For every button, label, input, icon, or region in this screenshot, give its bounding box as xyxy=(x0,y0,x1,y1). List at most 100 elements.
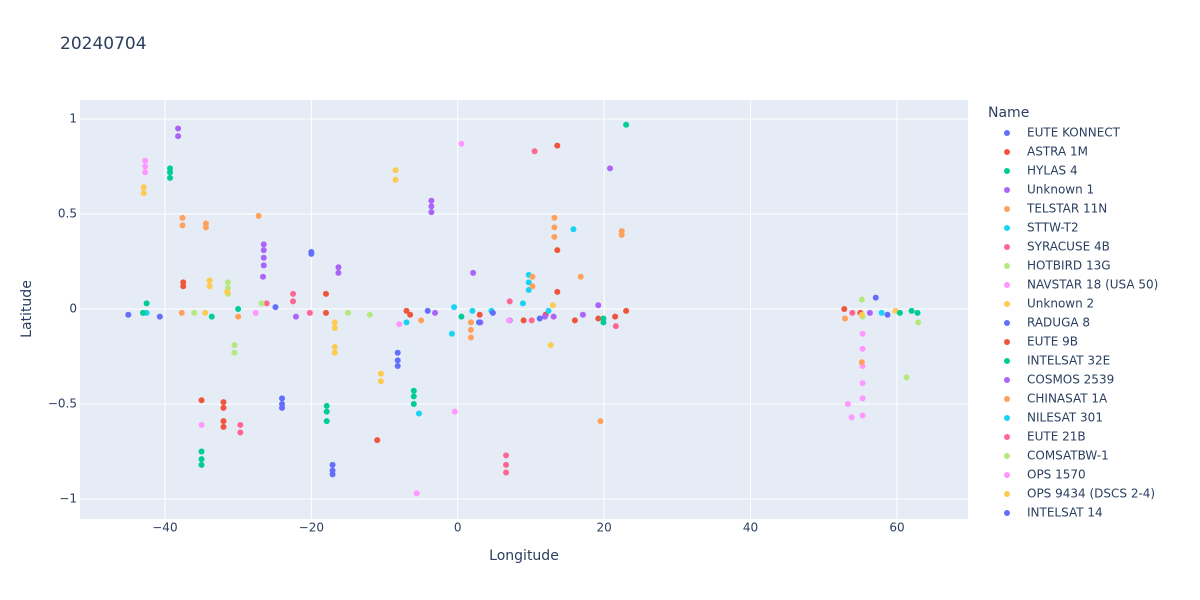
legend-label: TELSTAR 11N xyxy=(1026,202,1107,216)
point xyxy=(235,306,242,313)
legend-item[interactable]: HOTBIRD 13G xyxy=(1004,259,1111,273)
legend-item[interactable]: INTELSAT 14 xyxy=(1004,506,1103,520)
legend-item[interactable]: TELSTAR 11N xyxy=(1004,202,1107,216)
legend-marker xyxy=(1004,434,1010,440)
point xyxy=(178,309,185,316)
legend-label: ASTRA 1M xyxy=(1027,145,1088,159)
legend-item[interactable]: NILESAT 301 xyxy=(1004,411,1103,425)
point xyxy=(323,418,330,425)
legend-item[interactable]: Unknown 2 xyxy=(1004,297,1094,311)
legend-label: INTELSAT 14 xyxy=(1027,506,1103,520)
point xyxy=(884,311,891,318)
legend-marker xyxy=(1004,301,1010,307)
point xyxy=(260,262,267,269)
legend-label: CHINASAT 1A xyxy=(1027,392,1108,406)
point xyxy=(858,296,865,303)
point xyxy=(394,357,401,364)
legend-item[interactable]: SYRACUSE 4B xyxy=(1004,240,1110,254)
point xyxy=(842,315,849,322)
point xyxy=(175,125,182,132)
legend-item[interactable]: INTELSAT 32E xyxy=(1004,354,1110,368)
point xyxy=(179,214,186,221)
point xyxy=(859,412,866,419)
point xyxy=(377,370,384,377)
legend-label: EUTE KONNECT xyxy=(1027,126,1121,140)
legend-item[interactable]: RADUGA 8 xyxy=(1004,316,1090,330)
point xyxy=(577,273,584,280)
legend-marker xyxy=(1004,244,1010,250)
legend-label: HYLAS 4 xyxy=(1027,164,1078,178)
legend-item[interactable]: COSMOS 2539 xyxy=(1004,373,1114,387)
legend-item[interactable]: STTW-T2 xyxy=(1004,221,1079,235)
point xyxy=(503,469,510,476)
point xyxy=(597,418,604,425)
point xyxy=(529,283,536,290)
legend-label: INTELSAT 32E xyxy=(1027,354,1110,368)
legend-marker xyxy=(1004,149,1010,155)
legend-item[interactable]: EUTE KONNECT xyxy=(1004,126,1121,140)
point xyxy=(551,224,558,231)
point xyxy=(531,148,538,155)
point xyxy=(571,317,578,324)
legend-item[interactable]: CHINASAT 1A xyxy=(1004,392,1108,406)
point xyxy=(323,408,330,415)
point xyxy=(220,418,227,425)
point xyxy=(143,300,150,307)
legend-item[interactable]: NAVSTAR 18 (USA 50) xyxy=(1004,278,1158,292)
point xyxy=(849,309,856,316)
legend-marker xyxy=(1004,263,1010,269)
point xyxy=(331,319,338,326)
point xyxy=(292,313,299,320)
legend-label: SYRACUSE 4B xyxy=(1027,240,1110,254)
legend-marker xyxy=(1004,491,1010,497)
point xyxy=(335,264,342,271)
point xyxy=(260,241,267,248)
point xyxy=(237,421,244,428)
legend-item[interactable]: ASTRA 1M xyxy=(1004,145,1088,159)
point xyxy=(470,269,477,276)
legend-marker xyxy=(1004,510,1010,516)
point xyxy=(220,404,227,411)
legend-marker xyxy=(1004,396,1010,402)
x-axis-title: Longitude xyxy=(489,548,559,564)
point xyxy=(410,393,417,400)
point xyxy=(394,349,401,356)
point xyxy=(519,300,526,307)
point xyxy=(432,309,439,316)
point xyxy=(206,277,213,284)
point xyxy=(858,359,865,366)
point xyxy=(618,228,625,235)
point xyxy=(142,169,149,176)
point xyxy=(623,307,630,314)
legend-item[interactable]: COMSATBW-1 xyxy=(1004,449,1109,463)
legend-item[interactable]: EUTE 9B xyxy=(1004,335,1078,349)
point xyxy=(231,342,238,349)
x-tick-label: 0 xyxy=(454,521,462,535)
legend-label: Unknown 1 xyxy=(1027,183,1094,197)
point xyxy=(374,437,381,444)
legend-label: NILESAT 301 xyxy=(1027,411,1103,425)
point xyxy=(231,349,238,356)
legend-item[interactable]: EUTE 21B xyxy=(1004,430,1086,444)
point xyxy=(547,342,554,349)
point xyxy=(545,307,552,314)
point xyxy=(866,309,873,316)
point xyxy=(520,317,527,324)
point xyxy=(428,197,435,204)
point xyxy=(467,319,474,326)
point xyxy=(198,461,205,468)
y-tick-label: −1 xyxy=(59,492,77,506)
points xyxy=(125,121,922,497)
legend-item[interactable]: OPS 9434 (DSCS 2-4) xyxy=(1004,487,1155,501)
legend-item[interactable]: HYLAS 4 xyxy=(1004,164,1078,178)
point xyxy=(859,395,866,402)
point xyxy=(607,165,614,172)
point xyxy=(525,287,532,294)
legend-label: COMSATBW-1 xyxy=(1027,449,1109,463)
legend-item[interactable]: Unknown 1 xyxy=(1004,183,1094,197)
point xyxy=(528,317,535,324)
legend-item[interactable]: OPS 1570 xyxy=(1004,468,1086,482)
point xyxy=(403,319,410,326)
legend-marker xyxy=(1004,282,1010,288)
point xyxy=(202,309,209,316)
